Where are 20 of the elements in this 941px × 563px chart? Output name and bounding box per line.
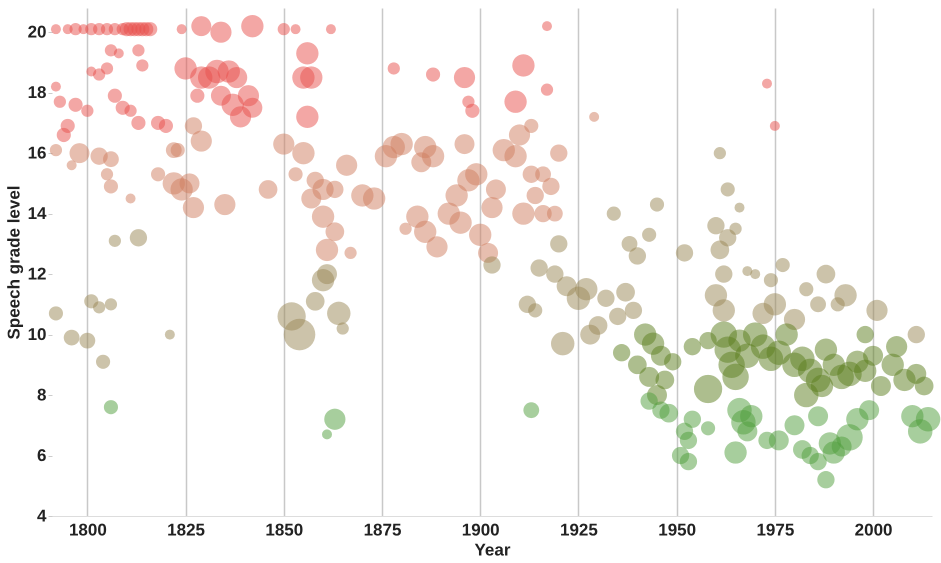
y-tick-label: 12 (28, 264, 46, 284)
x-tick-label: 1975 (756, 520, 794, 540)
x-tick-label: 1825 (167, 520, 205, 540)
y-tick-label: 8 (37, 386, 46, 405)
x-tick-label: 1950 (658, 520, 696, 540)
y-tick-label: 20 (28, 22, 46, 42)
y-tick-label: 10 (28, 325, 46, 344)
y-tick-label: 4 (37, 506, 48, 526)
x-tick-label: 2000 (854, 520, 892, 540)
x-tick-label: 1850 (265, 520, 304, 540)
y-axis-title: Speech grade level (4, 185, 24, 340)
x-tick-label: 1800 (68, 520, 107, 540)
x-tick-label: 1900 (462, 520, 500, 540)
y-tick-label: 18 (28, 83, 46, 102)
x-tick-label: 1875 (364, 520, 402, 540)
x-tick-label: 1925 (560, 520, 598, 540)
x-axis-title: Year (474, 540, 511, 560)
y-tick-label: 16 (28, 144, 46, 163)
y-tick-label: 14 (28, 204, 48, 224)
y-tick-label: 6 (37, 446, 46, 466)
